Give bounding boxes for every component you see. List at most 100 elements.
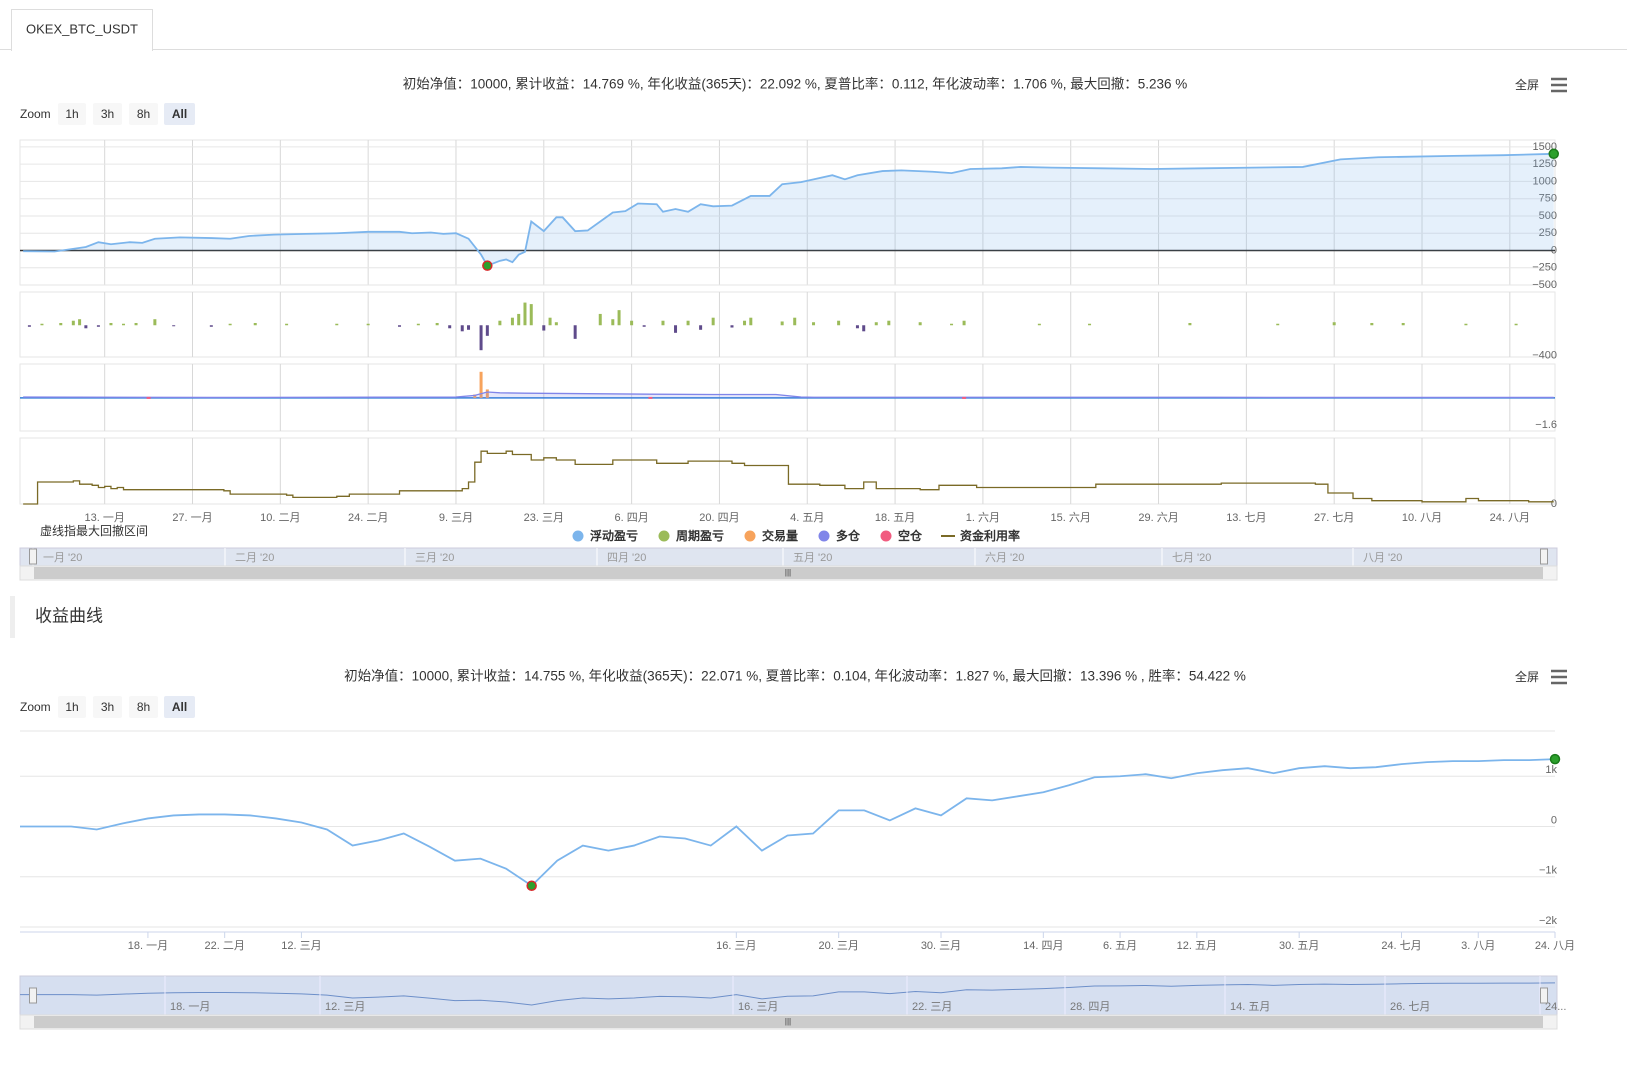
- bar: [780, 321, 784, 326]
- y-tick-label: 1000: [1533, 175, 1557, 187]
- bar: [743, 320, 747, 326]
- navigator-label: 14. 五月: [1230, 1001, 1270, 1013]
- bar: [1401, 322, 1405, 326]
- bar: [542, 325, 546, 331]
- x-tick-label: 27. 七月: [1314, 511, 1354, 524]
- navigator[interactable]: [19, 975, 1558, 1016]
- zoom-button[interactable]: [164, 696, 195, 718]
- x-tick-label: 13. 一月: [85, 512, 125, 524]
- area-fill: [23, 153, 1554, 266]
- navigator-label: 七月 '20: [1172, 551, 1211, 564]
- tab-label[interactable]: OKEX_BTC_USDT: [26, 21, 138, 36]
- bar: [398, 325, 402, 327]
- navigator-handle[interactable]: [29, 548, 37, 565]
- x-tick-label: 24. 二月: [348, 512, 388, 524]
- zoom-button-label[interactable]: 3h: [101, 107, 114, 121]
- fullscreen-button[interactable]: 全屏: [1515, 77, 1539, 92]
- legend-label[interactable]: 交易量: [762, 528, 798, 543]
- y-tick-label: 0: [1551, 498, 1557, 510]
- legend-symbol[interactable]: [572, 530, 584, 542]
- bar: [59, 322, 63, 326]
- bar: [78, 319, 82, 326]
- y-tick-label: −500: [1532, 279, 1557, 291]
- legend-symbol[interactable]: [880, 530, 892, 542]
- fullscreen-button[interactable]: 全屏: [1515, 669, 1539, 684]
- bar: [479, 371, 483, 398]
- zoom-button[interactable]: [164, 103, 195, 125]
- x-tick-label: 20. 三月: [818, 940, 858, 952]
- zoom-button[interactable]: [129, 696, 158, 718]
- navigator-label: 六月 '20: [985, 551, 1024, 564]
- legend-label[interactable]: 空仓: [898, 528, 923, 543]
- zoom-button-label[interactable]: 8h: [137, 700, 150, 714]
- navigator-label: 八月 '20: [1363, 552, 1402, 564]
- legend-symbol[interactable]: [818, 530, 830, 542]
- zoom-button-label[interactable]: 8h: [137, 107, 150, 121]
- zoom-button[interactable]: [93, 103, 122, 125]
- zoom-label: Zoom: [20, 700, 51, 714]
- x-tick-label: 6. 四月: [614, 512, 648, 524]
- stats-title: 初始净值：10000, 累计收益：14.769 %, 年化收益(365天)：22…: [403, 76, 1188, 92]
- y-tick-label: 0: [1551, 814, 1557, 826]
- bar: [40, 323, 44, 326]
- bar: [642, 325, 646, 327]
- x-tick-label: 12. 五月: [1177, 940, 1217, 952]
- zoom-button-label[interactable]: All: [172, 107, 187, 121]
- bar: [416, 323, 420, 326]
- bar: [366, 323, 370, 326]
- bar: [617, 310, 621, 326]
- y-tick-label: −2k: [1539, 915, 1558, 927]
- navigator-label: 18. 一月: [170, 1001, 210, 1013]
- bar: [122, 323, 126, 326]
- scroll-grip: |||: [785, 1017, 791, 1026]
- bar: [153, 319, 157, 326]
- y-tick-label: 250: [1539, 227, 1557, 239]
- bar: [228, 323, 232, 326]
- legend-label[interactable]: 周期盈亏: [676, 528, 724, 543]
- zoom-button[interactable]: [58, 103, 86, 125]
- scrollbar-thumb[interactable]: [34, 567, 1543, 579]
- section-bar: [10, 596, 15, 638]
- x-tick-label: 30. 五月: [1279, 940, 1319, 952]
- bar: [950, 323, 954, 326]
- x-tick-label: 14. 四月: [1023, 940, 1063, 952]
- legend-symbol[interactable]: [744, 530, 756, 542]
- bar: [134, 322, 138, 326]
- line: [20, 758, 1556, 887]
- zoom-button[interactable]: [129, 103, 158, 125]
- bar: [874, 322, 878, 326]
- navigator-label: 三月 '20: [415, 552, 454, 564]
- zoom-button-label[interactable]: 3h: [101, 700, 114, 714]
- zoom-button[interactable]: [58, 696, 86, 718]
- zoom-button-label[interactable]: All: [172, 700, 187, 714]
- scrollbar-thumb[interactable]: [34, 1016, 1543, 1028]
- bar: [523, 302, 527, 326]
- legend-label[interactable]: 多仓: [836, 528, 861, 543]
- bar: [253, 322, 257, 326]
- bar: [285, 323, 289, 326]
- bar: [335, 323, 339, 326]
- legend-label[interactable]: 资金利用率: [960, 528, 1020, 543]
- x-tick-label: 15. 六月: [1051, 511, 1091, 524]
- bar: [467, 325, 471, 330]
- bar: [793, 317, 797, 326]
- x-tick-label: 1. 六月: [966, 511, 1000, 524]
- point-marker: [482, 260, 493, 271]
- point-marker: [1548, 148, 1559, 160]
- legend-symbol[interactable]: [658, 530, 670, 542]
- bar: [435, 322, 439, 326]
- zoom-button[interactable]: [93, 696, 122, 718]
- zoom-button-label[interactable]: 1h: [65, 700, 78, 714]
- point-marker: [1549, 753, 1561, 765]
- zoom-button-label[interactable]: 1h: [65, 107, 78, 121]
- section-title: 收益曲线: [35, 606, 103, 625]
- navigator-handle[interactable]: [1540, 987, 1548, 1004]
- note: 虚线指最大回撤区间: [40, 523, 148, 538]
- x-tick-label: 22. 二月: [204, 940, 244, 952]
- x-tick-label: 13. 七月: [1226, 511, 1266, 524]
- bar: [460, 325, 464, 332]
- navigator-label: 26. 七月: [1390, 1000, 1430, 1013]
- navigator-handle[interactable]: [1540, 548, 1548, 565]
- navigator-handle[interactable]: [29, 987, 37, 1004]
- legend-label[interactable]: 浮动盈亏: [590, 528, 638, 543]
